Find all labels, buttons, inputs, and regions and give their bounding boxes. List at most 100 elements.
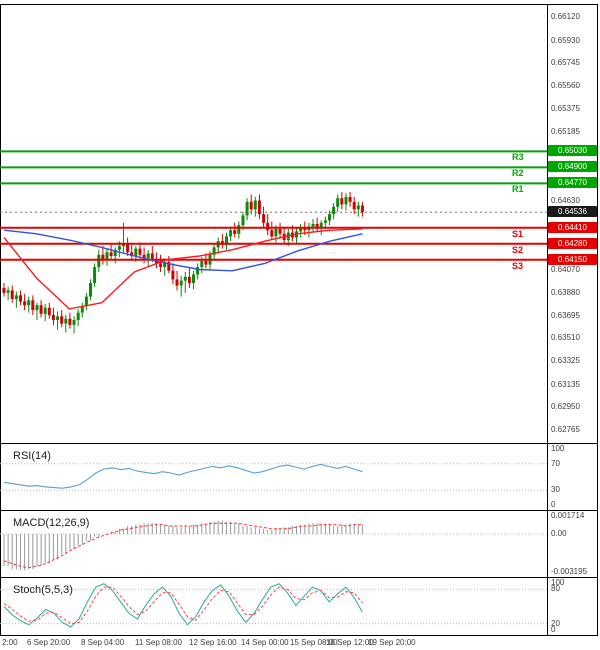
candle-body <box>344 196 348 205</box>
resistance-badge-r1: 0.64770 <box>548 177 597 188</box>
candle-body <box>249 201 253 210</box>
support-label-s3: S3 <box>512 261 524 271</box>
support-label-s2: S2 <box>512 245 524 255</box>
candle-body <box>19 295 22 302</box>
candle-body <box>27 300 31 306</box>
price-axis-label: 0.63695 <box>551 311 580 320</box>
candle-body <box>311 224 315 227</box>
candle-body <box>72 320 76 325</box>
ma-slow-line <box>3 229 363 272</box>
candle-body <box>68 318 72 325</box>
candle-body <box>192 274 195 283</box>
macd-scale-label: 0.001714 <box>551 511 585 520</box>
time-axis-label: 6 Sep 20:00 <box>27 638 71 647</box>
time-axis-label: 8 Sep 04:00 <box>81 638 125 647</box>
candle-body <box>212 247 216 255</box>
candle-body <box>196 267 200 275</box>
price-axis-label: 0.65560 <box>551 81 580 90</box>
candle-body <box>229 230 233 237</box>
support-label-s1: S1 <box>512 229 524 239</box>
candle-body <box>35 305 39 311</box>
candle-body <box>51 315 55 320</box>
candle-body <box>80 306 84 313</box>
candle-body <box>262 214 266 223</box>
candle-body <box>348 196 352 202</box>
resistance-label-r1: R1 <box>512 184 524 194</box>
candle-body <box>39 305 43 314</box>
price-axis-label: 0.63880 <box>551 288 580 297</box>
macd-scale-label: -0.003195 <box>551 567 588 576</box>
price-axis-label: 0.62950 <box>551 402 580 411</box>
time-axis-label: 14 Sep 00:00 <box>241 638 289 647</box>
time-axis-label: 2:00 <box>2 638 18 647</box>
candle-body <box>10 290 14 299</box>
candle-body <box>47 307 51 316</box>
candle-body <box>187 276 191 284</box>
candle-body <box>237 225 241 234</box>
price-axis-label: 0.63510 <box>551 333 580 342</box>
candle-body <box>175 279 179 286</box>
candle-body <box>253 200 257 210</box>
candle-body <box>257 200 261 215</box>
candle-body <box>2 288 6 293</box>
candle-body <box>356 205 360 210</box>
stoch-k-line <box>3 583 363 628</box>
candle-body <box>122 243 125 247</box>
candle-body <box>89 283 92 297</box>
price-axis-label: 0.63325 <box>551 356 580 365</box>
stoch-d-line <box>3 586 363 625</box>
candle-body <box>299 227 303 232</box>
resistance-label-r2: R2 <box>512 168 524 178</box>
candle-body <box>130 252 134 256</box>
price-axis-label: 0.65375 <box>551 104 580 113</box>
candle-body <box>360 205 364 213</box>
candle-body <box>134 248 138 256</box>
rsi-scale-label: 100 <box>551 444 565 453</box>
macd-indicator-label: MACD(12,26,9) <box>13 517 90 529</box>
support-badge-s2: 0.64280 <box>548 238 597 249</box>
candle-body <box>76 312 80 320</box>
candle-body <box>183 276 187 281</box>
time-axis-label: 15 Sep 08:00 <box>290 638 338 647</box>
candle-body <box>101 254 105 260</box>
price-axis-label: 0.66120 <box>551 12 580 21</box>
candle-body <box>159 263 163 268</box>
candle-body <box>315 224 319 228</box>
rsi-indicator-label: RSI(14) <box>13 450 51 462</box>
candle-body <box>117 246 121 250</box>
candle-body <box>352 201 356 210</box>
candle-body <box>336 198 340 207</box>
candle-body <box>340 198 344 205</box>
candle-body <box>31 300 35 311</box>
candle-body <box>167 262 171 271</box>
stoch-indicator-label: Stoch(5,5,3) <box>13 584 73 596</box>
candle-body <box>266 222 270 231</box>
resistance-badge-r2: 0.64900 <box>548 161 597 172</box>
rsi-line <box>3 463 363 489</box>
ma-fast-line <box>3 228 363 310</box>
candle-body <box>146 253 150 259</box>
support-badge-s1: 0.64410 <box>548 222 597 233</box>
candle-body <box>138 248 142 255</box>
candle-body <box>60 316 64 324</box>
price-axis-label: 0.65930 <box>551 36 580 45</box>
candle-body <box>241 215 245 226</box>
candle-body <box>109 252 113 256</box>
candle-body <box>179 280 183 286</box>
candle-body <box>323 220 327 223</box>
candle-body <box>270 230 274 237</box>
candle-body <box>171 270 175 280</box>
rsi-scale-label: 70 <box>551 459 560 468</box>
price-axis-label: 0.63135 <box>551 380 580 389</box>
candle-body <box>56 316 60 320</box>
candle-body <box>303 227 307 231</box>
price-axis-label: 0.65745 <box>551 58 580 67</box>
candle-body <box>274 228 278 237</box>
macd-scale-label: 0.00 <box>551 529 567 538</box>
candle-body <box>150 253 154 260</box>
price-axis-label: 0.64630 <box>551 196 580 205</box>
candle-body <box>142 254 146 259</box>
candle-body <box>43 307 47 314</box>
